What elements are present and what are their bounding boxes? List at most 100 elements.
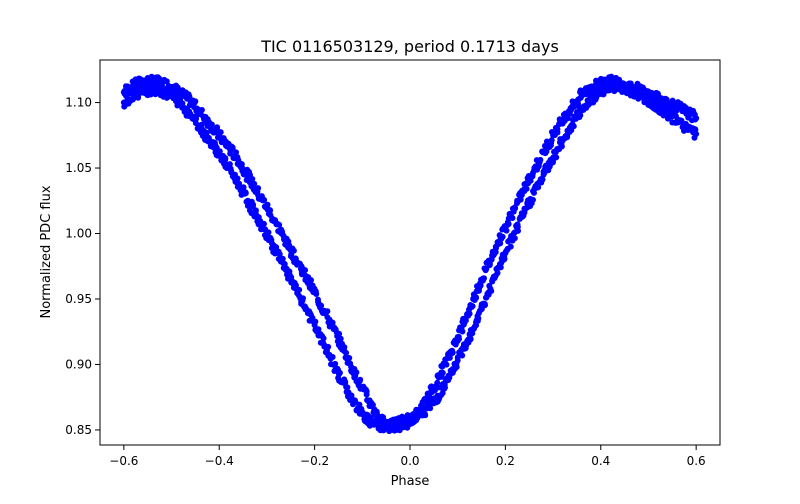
data-point-fill [299,297,306,304]
data-point-fill [466,310,473,317]
data-point-fill [216,148,223,155]
data-point-fill [198,121,205,128]
data-point-fill [499,233,506,240]
data-point-fill [394,424,401,431]
data-point-fill [198,106,205,113]
data-point-fill [462,317,469,324]
x-axis-ticks: −0.6 −0.4 −0.2 0.0 0.2 0.4 0.6 [109,445,706,468]
data-point-fill [539,176,546,183]
data-point-fill [336,330,343,337]
data-point-fill [488,288,495,295]
data-point-fill [443,361,450,368]
data-point-fill [548,137,555,144]
data-point-fill [324,308,331,315]
x-tick-label: −0.2 [300,454,329,468]
y-tick-label: 1.10 [65,96,92,110]
data-point-fill [318,302,325,309]
data-point-fill [353,369,360,376]
data-point-fill [296,286,303,293]
x-tick-label: 0.4 [591,454,610,468]
data-point-fill [652,99,659,106]
data-point-fill [329,353,336,360]
data-point-fill [427,405,434,412]
data-point-fill [514,223,521,230]
data-point [693,115,700,122]
data-point-fill [302,267,309,274]
data-point-fill [279,255,286,262]
data-point-fill [208,121,215,128]
data-point-fill [217,129,224,136]
data-point-fill [511,235,518,242]
data-point-fill [455,333,462,340]
data-point-fill [422,412,429,419]
data-point-fill [577,112,584,119]
data-point-fill [475,315,482,322]
data-point-fill [512,205,519,212]
data-point-fill [494,269,501,276]
data-point-fill [503,227,510,234]
data-point [693,130,700,137]
data-point-fill [260,197,267,204]
data-point-fill [332,360,339,367]
data-point-fill [363,391,370,398]
data-point-fill [227,150,234,157]
data-point-fill [179,100,186,107]
data-point-fill [570,123,577,130]
data-point-fill [249,176,256,183]
data-point-fill [341,344,348,351]
y-axis-ticks: 0.85 0.90 0.95 1.00 1.05 1.10 [65,96,100,437]
x-tick-label: −0.6 [109,454,138,468]
data-point-fill [439,369,446,376]
y-tick-label: 0.90 [65,357,92,371]
data-point-fill [308,277,314,284]
data-point-fill [252,207,259,214]
data-point-fill [507,243,514,250]
data-point-fill [469,303,476,310]
data-point-fill [325,343,332,350]
chart-title: TIC 0116503129, period 0.1713 days [260,37,559,56]
data-point-fill [497,240,504,247]
data-point-fill [446,354,453,361]
data-point-fill [265,229,272,236]
data-point-fill [192,98,199,105]
data-point-fill [226,161,233,168]
data-point-fill [459,328,466,335]
data-point-fill [314,296,321,303]
data-point-fill [529,196,536,203]
data-point-fill [312,318,319,325]
data-point-fill [337,335,344,342]
data-point-fill [336,369,343,376]
data-point-fill [459,352,466,359]
data-point-fill [564,134,571,141]
x-tick-label: −0.4 [205,454,234,468]
y-axis-label: Normalized PDC flux [39,185,54,318]
data-point-fill [281,260,288,267]
y-tick-label: 1.05 [65,161,92,175]
data-point-fill [357,376,364,383]
data-point-fill [193,115,200,122]
data-point-fill [242,190,249,197]
data-point-fill [255,185,262,192]
x-tick-label: 0.2 [496,454,515,468]
y-tick-label: 0.95 [65,292,92,306]
data-point-fill [467,335,474,342]
data-point-fill [320,335,327,342]
data-point-fill [481,275,487,282]
data-point-fill [276,251,283,258]
scatter-marks [120,73,700,435]
data-point-fill [344,384,351,391]
data-point-fill [251,180,258,187]
x-tick-label: 0.6 [687,454,706,468]
data-point-fill [186,93,193,100]
data-point-fill [517,196,524,203]
x-axis-label: Phase [391,474,430,489]
y-tick-label: 1.00 [65,227,92,241]
data-point-fill [233,149,240,156]
data-point-fill [509,215,516,221]
data-point-fill [214,125,221,132]
data-point-fill [236,180,243,187]
y-tick-label: 0.85 [65,423,92,437]
data-point-fill [315,326,322,333]
x-tick-label: 0.0 [400,454,419,468]
data-point-fill [523,185,530,192]
